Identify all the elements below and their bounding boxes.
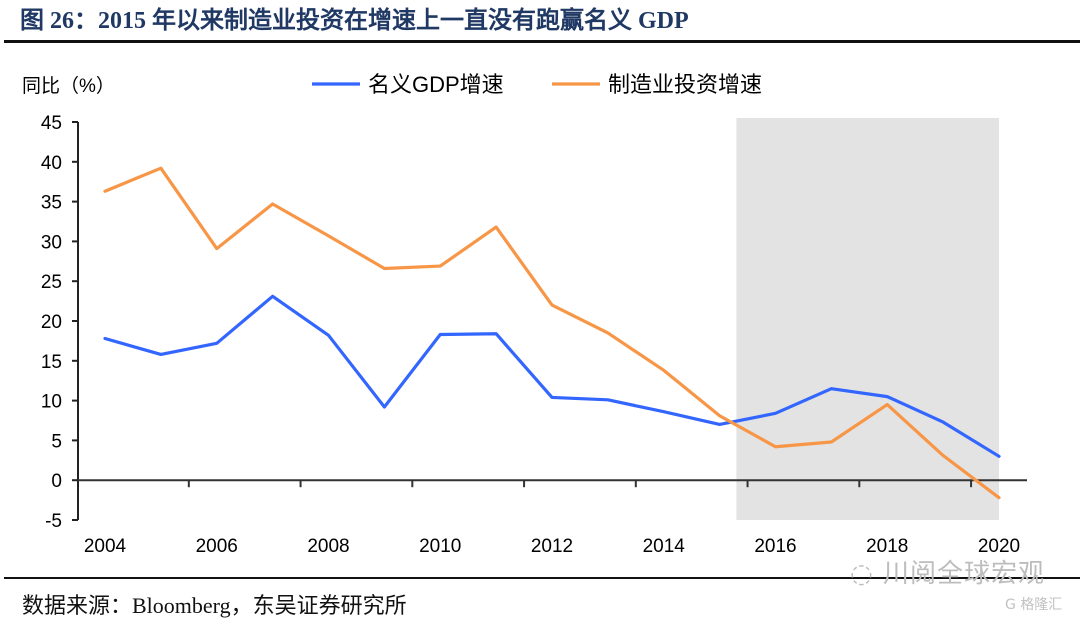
- axis-layer: -5 0 5 10 15 20 25 30 35 40 45 2004 2006 2008 2010 2012…: [41, 113, 1027, 557]
- x-tick-label: 2018: [866, 536, 908, 557]
- y-tick-label: 10: [41, 392, 62, 413]
- legend-label: 名义GDP增速: [368, 72, 504, 97]
- y-tick-label: 45: [41, 113, 62, 134]
- x-tick-label: 2008: [307, 536, 349, 557]
- line-chart: -5 0 5 10 15 20 25 30 35 40 45 2004 2006 2008 2010 2012…: [22, 72, 1027, 557]
- x-tick-label: 2012: [531, 536, 573, 557]
- watermark-text: 川阅全球宏观: [882, 559, 1045, 589]
- y-tick-label: -5: [45, 511, 62, 532]
- x-tick-label: 2016: [754, 536, 796, 557]
- shaded-region: [736, 118, 999, 520]
- y-tick-label: 40: [41, 153, 62, 174]
- x-tick-label: 2020: [978, 536, 1020, 557]
- legend: 名义GDP增速 制造业投资增速: [312, 72, 762, 97]
- gelonghui-logo-icon: G: [1005, 597, 1021, 613]
- y-tick-label: 25: [41, 272, 62, 293]
- wechat-icon: ◌: [850, 559, 883, 589]
- y-tick-label: 20: [41, 312, 62, 333]
- watermark-gelonghui: G 格隆汇: [1005, 594, 1062, 614]
- y-tick-label: 15: [41, 352, 62, 373]
- legend-label: 制造业投资增速: [608, 72, 762, 97]
- x-tick-label: 2014: [643, 536, 686, 557]
- figure-title: 图 26：2015 年以来制造业投资在增速上一直没有跑赢名义 GDP: [20, 8, 689, 34]
- y-tick-label: 30: [41, 232, 62, 253]
- shaded-region-layer: [736, 118, 999, 520]
- x-tick-label: 2004: [84, 536, 127, 557]
- top-rule: [4, 40, 1080, 43]
- watermark-wechat: ◌ 川阅全球宏观: [850, 553, 1045, 590]
- watermark2-text: 格隆汇: [1020, 597, 1063, 613]
- y-tick-label: 35: [41, 193, 62, 214]
- series-layer: [103, 166, 1001, 500]
- bottom-rule: [4, 577, 1080, 579]
- data-source-note: 数据来源：Bloomberg，东吴证券研究所: [22, 593, 407, 618]
- y-tick-label: 5: [51, 431, 62, 452]
- x-tick-label: 2010: [419, 536, 461, 557]
- x-tick-label: 2006: [196, 536, 238, 557]
- y-axis-unit-label: 同比（%）: [22, 75, 115, 97]
- y-tick-label: 0: [51, 471, 62, 492]
